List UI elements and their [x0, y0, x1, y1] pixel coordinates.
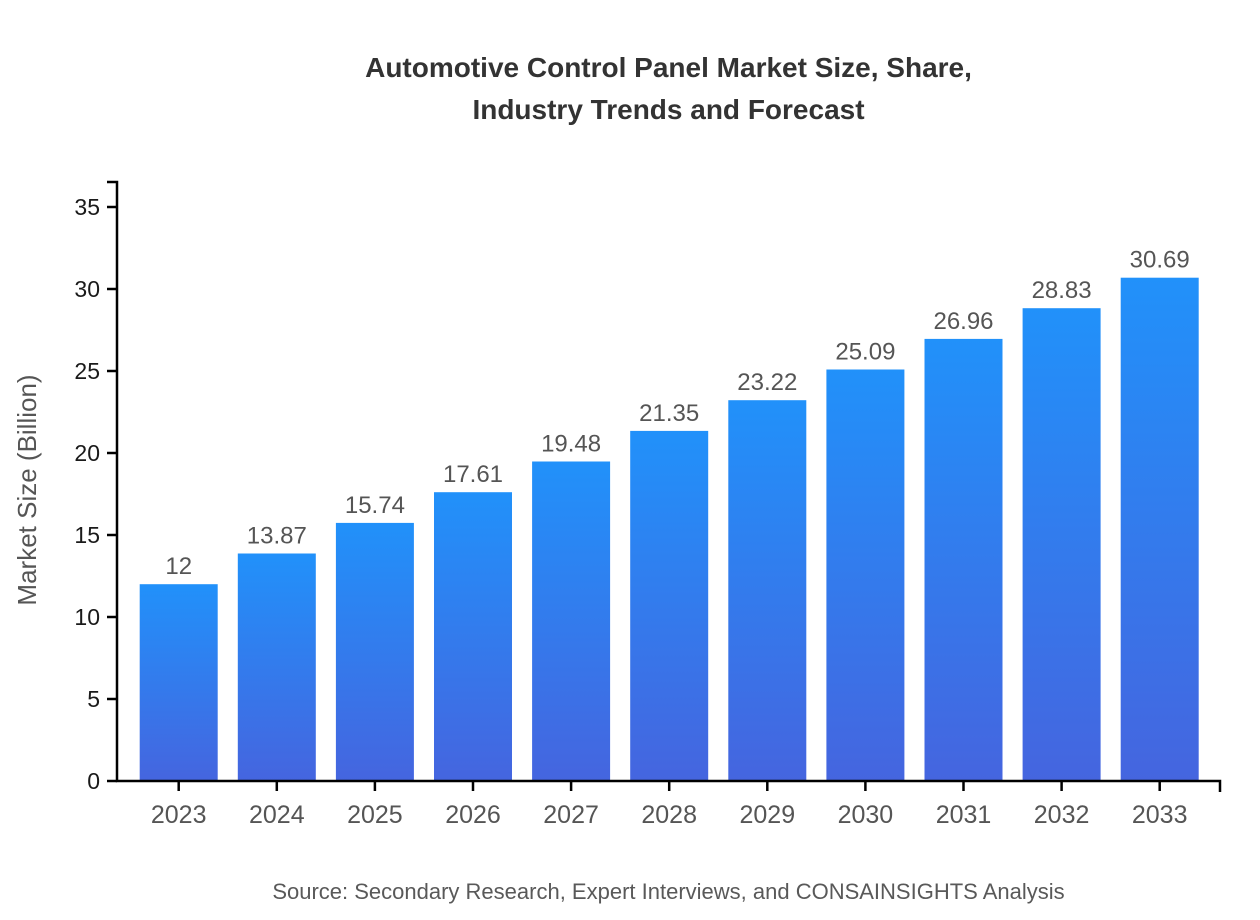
- chart-title-line-1: Automotive Control Panel Market Size, Sh…: [365, 52, 972, 83]
- bar-2028: [630, 430, 709, 781]
- x-tick-label: 2031: [936, 801, 992, 829]
- x-tick-label: 2030: [838, 801, 894, 829]
- x-tick-label: 2025: [347, 801, 403, 829]
- bar-2033: [1120, 277, 1199, 781]
- bar-value-label: 19.48: [541, 431, 601, 458]
- bar-value-label: 15.74: [345, 492, 405, 519]
- y-tick-label: 25: [74, 358, 100, 384]
- x-tick-label: 2029: [739, 801, 795, 829]
- bar-value-label: 26.96: [933, 308, 993, 335]
- y-tick-label: 30: [74, 276, 100, 302]
- bar-2029: [728, 400, 807, 781]
- x-tick-label: 2032: [1034, 801, 1090, 829]
- x-tick-label: 2023: [151, 801, 207, 829]
- bar-2024: [237, 553, 316, 781]
- y-tick-label: 0: [87, 768, 100, 794]
- bar-value-label: 12: [165, 553, 192, 580]
- x-tick-label: 2024: [249, 801, 305, 829]
- x-tick-label: 2026: [445, 801, 501, 829]
- bar-2026: [434, 492, 512, 781]
- bar-2025: [335, 522, 414, 781]
- bar-value-label: 23.22: [737, 369, 797, 396]
- x-tick-label: 2027: [543, 801, 599, 829]
- y-tick-label: 10: [74, 604, 100, 630]
- source-note: Source: Secondary Research, Expert Inter…: [272, 879, 1065, 904]
- y-tick-label: 35: [74, 194, 100, 220]
- axis-line: [107, 180, 1222, 792]
- bar-value-label: 13.87: [247, 523, 307, 550]
- chart-title: Automotive Control Panel Market Size, Sh…: [117, 47, 1220, 131]
- bar-value-label: 25.09: [835, 339, 895, 366]
- bar-2023: [139, 584, 218, 781]
- bar-2027: [532, 461, 611, 781]
- y-tick-label: 15: [74, 522, 100, 548]
- bar-2032: [1022, 308, 1101, 781]
- y-axis-title: Market Size (Billion): [12, 374, 42, 605]
- bar-2031: [924, 338, 1003, 781]
- bar-value-label: 17.61: [443, 461, 503, 488]
- bar-value-label: 28.83: [1032, 277, 1092, 304]
- y-tick-label: 20: [74, 440, 100, 466]
- y-tick-label: 5: [87, 686, 100, 712]
- chart-title-line-2: Industry Trends and Forecast: [472, 94, 865, 125]
- x-tick-label: 2028: [641, 801, 697, 829]
- bar-2030: [826, 369, 905, 781]
- bar-value-label: 30.69: [1130, 247, 1190, 274]
- bar-value-label: 21.35: [639, 400, 699, 427]
- x-tick-label: 2033: [1132, 801, 1188, 829]
